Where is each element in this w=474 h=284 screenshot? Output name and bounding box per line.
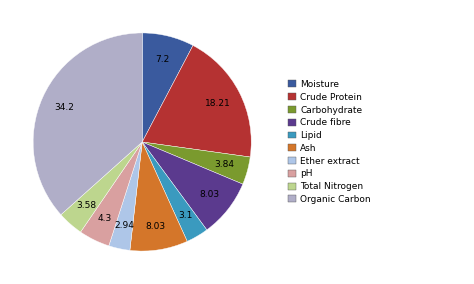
- Text: 34.2: 34.2: [55, 103, 74, 112]
- Wedge shape: [81, 142, 142, 246]
- Text: 4.3: 4.3: [98, 214, 112, 223]
- Text: 3.58: 3.58: [76, 201, 96, 210]
- Text: 8.03: 8.03: [199, 190, 219, 199]
- Text: 3.84: 3.84: [214, 160, 234, 169]
- Wedge shape: [61, 142, 142, 232]
- Text: 18.21: 18.21: [205, 99, 231, 108]
- Wedge shape: [142, 33, 193, 142]
- Text: 2.94: 2.94: [114, 221, 134, 230]
- Wedge shape: [130, 142, 187, 251]
- Text: 3.1: 3.1: [178, 211, 192, 220]
- Text: 8.03: 8.03: [146, 222, 165, 231]
- Wedge shape: [33, 33, 142, 215]
- Wedge shape: [142, 142, 243, 230]
- Text: 7.2: 7.2: [155, 55, 170, 64]
- Wedge shape: [142, 142, 207, 241]
- Wedge shape: [109, 142, 142, 250]
- Legend: Moisture, Crude Protein, Carbohydrate, Crude fibre, Lipid, Ash, Ether extract, p: Moisture, Crude Protein, Carbohydrate, C…: [289, 80, 371, 204]
- Wedge shape: [142, 142, 250, 184]
- Wedge shape: [142, 45, 251, 157]
